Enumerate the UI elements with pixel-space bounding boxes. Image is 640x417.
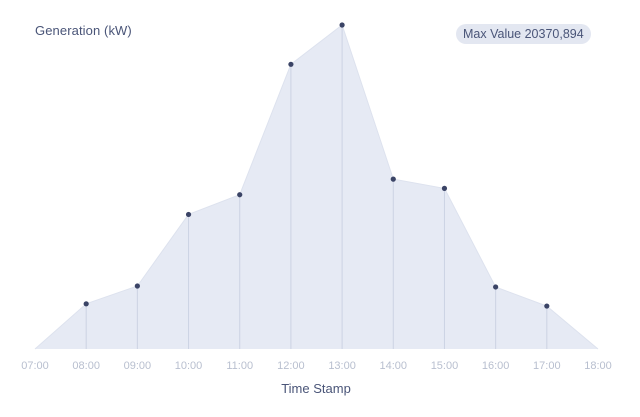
data-point[interactable] xyxy=(493,284,499,290)
x-tick-label: 14:00 xyxy=(380,360,408,372)
y-axis-label: Generation (kW) xyxy=(35,23,132,38)
data-point[interactable] xyxy=(544,303,550,309)
x-tick-label: 09:00 xyxy=(124,360,152,372)
data-markers xyxy=(83,22,550,309)
x-tick-label: 07:00 xyxy=(21,360,49,372)
x-tick-label: 13:00 xyxy=(328,360,356,372)
data-point[interactable] xyxy=(390,176,396,182)
x-tick-label: 15:00 xyxy=(431,360,459,372)
data-point[interactable] xyxy=(288,61,294,67)
data-point[interactable] xyxy=(134,283,140,289)
x-tick-label: 11:00 xyxy=(226,360,253,372)
area-fill xyxy=(35,25,598,349)
area-line xyxy=(34,24,599,350)
x-tick-label: 08:00 xyxy=(72,360,100,372)
x-tick-label: 10:00 xyxy=(175,360,203,372)
x-tick-label: 12:00 xyxy=(277,360,305,372)
x-tick-label: 18:00 xyxy=(584,360,612,372)
data-point[interactable] xyxy=(237,192,243,198)
data-point[interactable] xyxy=(339,22,345,28)
max-value-badge: Max Value 20370,894 xyxy=(456,24,591,44)
drop-lines xyxy=(85,25,548,349)
x-tick-label: 17:00 xyxy=(533,360,561,372)
data-point[interactable] xyxy=(83,301,89,307)
x-axis-label: Time Stamp xyxy=(281,381,351,396)
x-axis-ticks: 07:00 08:00 09:00 10:00 11:00 12:00 13:00 14:00… xyxy=(21,360,612,372)
data-point[interactable] xyxy=(185,211,192,218)
data-point[interactable] xyxy=(441,185,448,191)
x-tick-label: 16:00 xyxy=(482,360,510,372)
